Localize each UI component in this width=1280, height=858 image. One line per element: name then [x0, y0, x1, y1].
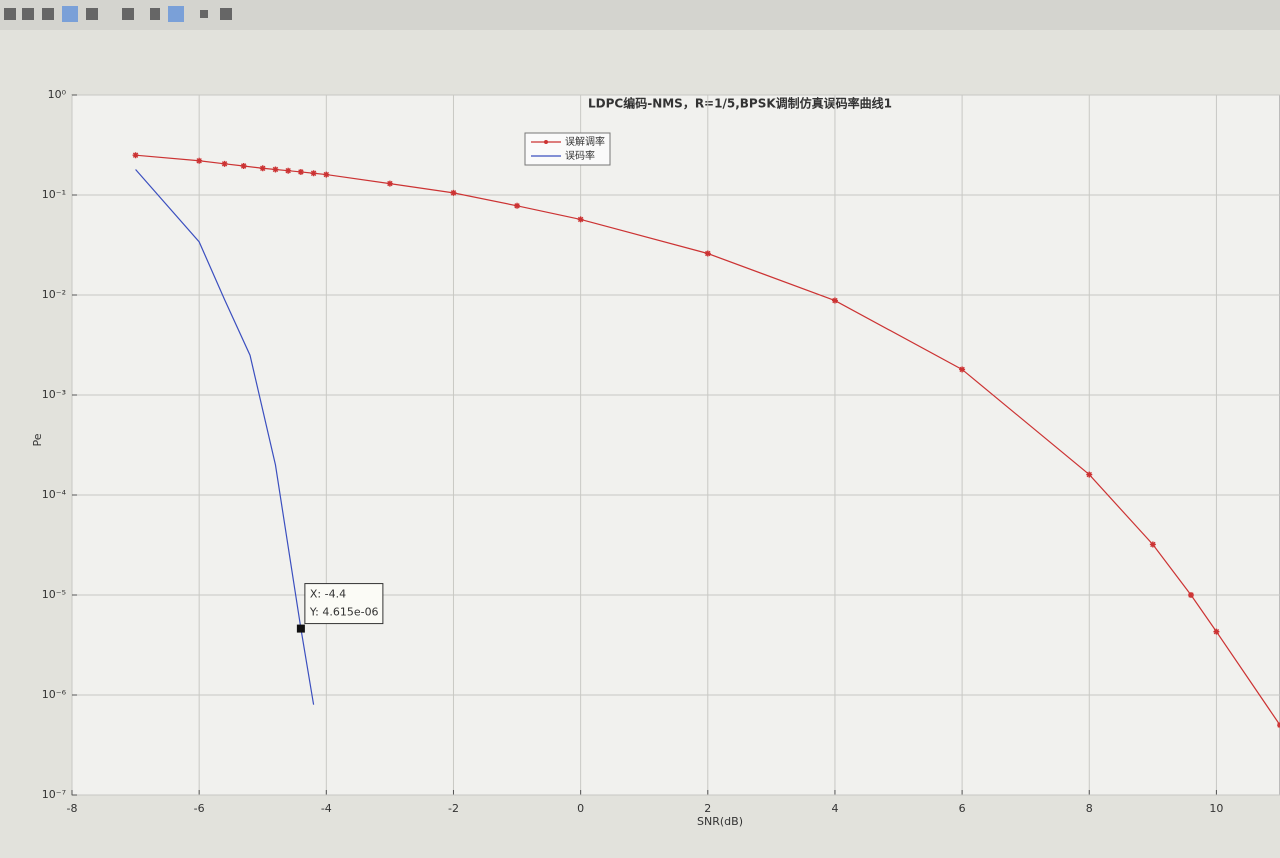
marker [259, 165, 266, 172]
marker [310, 170, 317, 177]
data-point [514, 202, 521, 209]
datatip-x: X: -4.4 [310, 588, 346, 601]
data-point [285, 167, 292, 174]
marker [450, 189, 457, 196]
legend-box [524, 132, 611, 166]
y-tick-label: 10⁻⁵ [42, 588, 66, 601]
data-point [221, 160, 228, 167]
marker [240, 162, 247, 169]
datatip-y: Y: 4.615e-06 [309, 606, 379, 619]
x-tick-label: -6 [194, 802, 205, 815]
marker [704, 250, 711, 257]
x-tick-label: -8 [67, 802, 78, 815]
data-point [272, 166, 279, 173]
data-point [1213, 628, 1220, 635]
y-tick-label: 10⁻¹ [42, 188, 66, 201]
marker [577, 216, 584, 223]
marker [1149, 541, 1156, 548]
data-point [577, 216, 584, 223]
y-axis-label: Pe [31, 433, 44, 446]
y-tick-label: 10⁰ [48, 88, 67, 101]
marker [831, 297, 838, 304]
marker [272, 166, 279, 173]
marker [1187, 592, 1194, 598]
marker [386, 180, 393, 187]
data-point [297, 168, 304, 175]
marker [1086, 471, 1093, 478]
tool-icon[interactable] [220, 8, 232, 20]
tool-icon[interactable] [168, 6, 184, 22]
x-tick-label: 8 [1086, 802, 1093, 815]
tool-icon[interactable] [42, 8, 54, 20]
x-tick-label: 2 [704, 802, 711, 815]
x-tick-label: 10 [1209, 802, 1223, 815]
x-tick-label: 6 [959, 802, 966, 815]
tool-icon[interactable] [150, 8, 160, 20]
y-tick-label: 10⁻² [42, 288, 66, 301]
tool-icon[interactable] [4, 8, 16, 20]
data-point [1187, 592, 1194, 598]
chart-title: LDPC编码-NMS，R=1/5,BPSK调制仿真误码率曲线1 [588, 96, 892, 111]
tool-icon[interactable] [122, 8, 134, 20]
x-tick-label: 0 [577, 802, 584, 815]
tool-icon[interactable] [62, 6, 78, 22]
data-point [831, 297, 838, 304]
tool-icon[interactable] [200, 10, 208, 18]
data-point [323, 171, 330, 178]
toolbar-icons [4, 6, 232, 22]
legend-marker [544, 140, 548, 144]
x-tick-label: -4 [321, 802, 332, 815]
tool-icon[interactable] [86, 8, 98, 20]
marker [297, 168, 304, 175]
marker [1213, 628, 1220, 635]
data-point [1149, 541, 1156, 548]
data-point [259, 165, 266, 172]
marker [959, 366, 966, 373]
marker [132, 152, 139, 159]
tool-icon[interactable] [22, 8, 34, 20]
data-point [132, 152, 139, 159]
x-axis-label: SNR(dB) [697, 815, 743, 828]
toolbar [0, 0, 1280, 30]
marker [196, 157, 203, 164]
x-tick-label: 4 [831, 802, 838, 815]
marker [285, 167, 292, 174]
data-point [240, 162, 247, 169]
y-tick-label: 10⁻⁶ [42, 688, 67, 701]
marker [323, 171, 330, 178]
y-tick-label: 10⁻⁷ [42, 788, 66, 801]
legend-label: 误码率 [565, 149, 595, 162]
data-point [310, 170, 317, 177]
marker [514, 202, 521, 209]
datatip-marker [296, 624, 305, 633]
data-point [959, 366, 966, 373]
y-tick-label: 10⁻³ [42, 388, 66, 401]
marker [221, 160, 228, 167]
legend-label: 误解调率 [565, 135, 605, 148]
data-point [196, 157, 203, 164]
data-point [450, 189, 457, 196]
datatip-box [304, 583, 384, 625]
data-point [1086, 471, 1093, 478]
data-point [386, 180, 393, 187]
y-tick-label: 10⁻⁴ [42, 488, 67, 501]
series-line [135, 154, 1280, 726]
plot-area [71, 94, 1280, 796]
data-point [704, 250, 711, 257]
x-tick-label: -2 [448, 802, 459, 815]
